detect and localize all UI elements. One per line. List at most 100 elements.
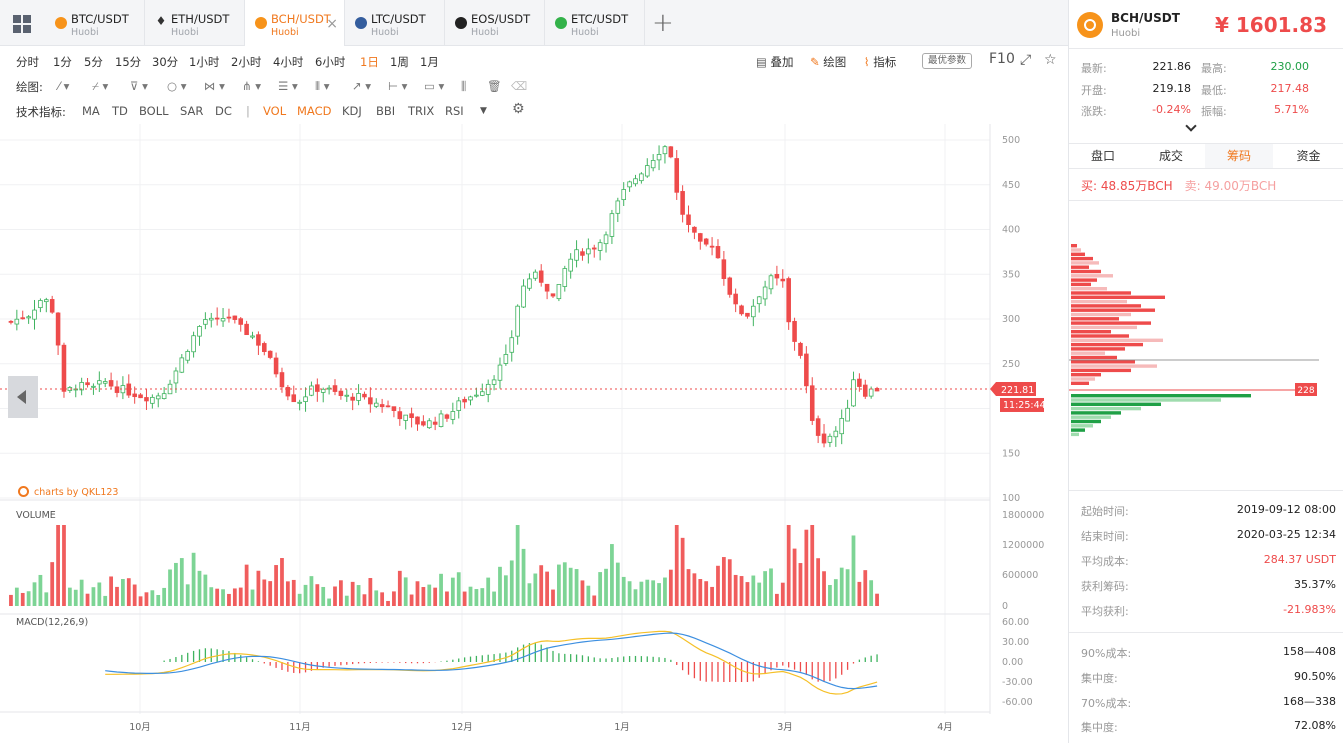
timeframe-item[interactable]: 2小时 <box>231 55 262 69</box>
trash-icon[interactable]: 🗑 <box>487 79 502 93</box>
indicator-sar[interactable]: SAR <box>180 104 204 118</box>
timeframe-item[interactable]: 1小时 <box>189 55 220 69</box>
eos-icon <box>455 17 467 29</box>
app-grid-icon[interactable] <box>13 15 31 33</box>
fullscreen-icon[interactable]: ⤢ <box>1020 52 1032 68</box>
overlay-button[interactable]: ▤ 叠加 <box>756 55 794 69</box>
candle-body <box>851 379 856 407</box>
macd-tick-label: -60.00 <box>1002 697 1033 708</box>
candle-body <box>450 411 456 420</box>
tab-btc-usdt[interactable]: BTC/USDT Huobi <box>45 0 145 46</box>
indicator-bbi[interactable]: BBI <box>376 104 396 118</box>
x-tick-label: 10月 <box>129 722 151 733</box>
indicator-td[interactable]: TD <box>112 104 128 118</box>
chevron-down-icon[interactable] <box>1185 120 1197 132</box>
volume-bar <box>20 592 25 606</box>
chip-bar-loss <box>1071 304 1141 308</box>
timeframe-item[interactable]: 15分 <box>115 55 142 69</box>
candle-body <box>568 258 573 272</box>
info-row: 获利筹码: 35.37% <box>1081 578 1336 598</box>
tab-ltc-usdt[interactable]: LTC/USDT Huobi <box>345 0 445 46</box>
measure-tool-icon[interactable]: ⊢ ▾ <box>388 79 408 93</box>
volume-tick-label: 1200000 <box>1002 540 1044 551</box>
kline-chart[interactable]: 500450400350300250200150100VOLUME1800000… <box>0 124 1068 743</box>
indicator-boll[interactable]: BOLL <box>139 104 169 118</box>
indicator-dc[interactable]: DC <box>215 104 232 118</box>
timeframe-item[interactable]: 分时 <box>16 55 39 69</box>
chevron-down-icon[interactable]: ▼ <box>480 106 487 116</box>
circle-tool-icon[interactable]: ○ ▾ <box>167 79 187 93</box>
gear-icon[interactable]: ⚙ <box>512 101 525 117</box>
fib-tool-icon[interactable]: ☰ ▾ <box>278 79 298 93</box>
tab-etc-usdt[interactable]: ETC/USDT Huobi <box>545 0 645 46</box>
tab-bch-usdt[interactable]: BCH/USDT Huobi × <box>245 0 345 46</box>
tab-chips[interactable]: 筹码 <box>1205 143 1273 169</box>
tab-eos-usdt[interactable]: EOS/USDT Huobi <box>445 0 545 46</box>
volume-tick-label: 0 <box>1002 601 1008 612</box>
pitchfork-tool-icon[interactable]: ⋔ ▾ <box>242 79 262 93</box>
ray-tool-icon[interactable]: ⌿ ▾ <box>92 79 109 93</box>
indicator-kdj[interactable]: KDJ <box>342 104 362 118</box>
optimal-params-button[interactable]: 最优参数 <box>922 53 973 69</box>
indicator-trix[interactable]: TRIX <box>408 104 435 118</box>
timeframe-item[interactable]: 30分 <box>152 55 179 69</box>
volume-bar <box>615 562 620 606</box>
tab-eth-usdt[interactable]: ♦ ETH/USDT Huobi <box>145 0 245 46</box>
volume-bar <box>598 572 603 606</box>
timeframe-item[interactable]: 1月 <box>420 55 439 69</box>
timeframe-item-active[interactable]: 1日 <box>360 55 379 69</box>
candle-body <box>150 396 155 404</box>
tab-orderbook[interactable]: 盘口 <box>1069 143 1137 169</box>
star-icon[interactable]: ☆ <box>1044 52 1057 68</box>
volume-tick-label: 600000 <box>1002 570 1038 581</box>
draw-button[interactable]: ✎ 绘图 <box>810 55 847 69</box>
pattern-tool-icon[interactable]: ⋈ ▾ <box>204 79 225 93</box>
volume-bar <box>557 564 561 606</box>
stats-tool-icon[interactable]: ⫼ <box>461 79 467 93</box>
timeframe-item[interactable]: 4小时 <box>273 55 304 69</box>
volume-bar <box>303 584 308 606</box>
indicators-button[interactable]: ⌇ 指标 <box>864 55 897 69</box>
timeframe-item[interactable]: 5分 <box>84 55 103 69</box>
volume-bar <box>221 589 225 606</box>
chip-bar-loss <box>1071 368 1131 373</box>
indicator-ma[interactable]: MA <box>82 104 100 118</box>
arrow-tool-icon[interactable]: ↗ ▾ <box>352 79 372 93</box>
candle-body <box>385 405 391 408</box>
price-tick-label: 250 <box>1002 359 1020 370</box>
candle-body <box>26 316 31 319</box>
candle-body <box>97 380 102 385</box>
macd-tick-label: 60.00 <box>1002 617 1029 628</box>
volume-bar <box>44 592 49 606</box>
note-tool-icon[interactable]: ▭ ▾ <box>424 79 445 93</box>
tab-funds[interactable]: 资金 <box>1273 143 1343 169</box>
close-tab-icon[interactable]: × <box>326 16 338 32</box>
info-key: 获利筹码: <box>1081 580 1129 593</box>
f10-button[interactable]: F10 <box>989 51 1015 67</box>
volume-bar <box>592 595 597 606</box>
candle-body <box>533 271 538 279</box>
candle-body <box>474 394 479 397</box>
chip-bar-loss <box>1071 334 1129 338</box>
channel-tool-icon[interactable]: ⊽ ▾ <box>130 79 148 93</box>
timeframe-item[interactable]: 6小时 <box>315 55 346 69</box>
ltc-icon <box>355 17 367 29</box>
gann-tool-icon[interactable]: ⦀ ▾ <box>315 79 330 93</box>
volume-bar <box>250 589 255 606</box>
indicator-vol[interactable]: VOL <box>263 104 287 118</box>
line-tool-icon[interactable]: ⁄ ▾ <box>58 79 70 93</box>
volume-bar <box>103 595 108 606</box>
chip-bar-loss <box>1071 256 1093 261</box>
tab-trades[interactable]: 成交 <box>1137 143 1205 169</box>
indicator-rsi[interactable]: RSI <box>445 104 464 118</box>
scroll-left-button[interactable] <box>8 376 38 418</box>
chip-bar-profit <box>1071 428 1085 432</box>
timeframe-item[interactable]: 1分 <box>53 55 72 69</box>
candle-body <box>468 396 473 401</box>
timeframe-item[interactable]: 1周 <box>390 55 409 69</box>
add-tab-icon[interactable]: + <box>652 8 674 38</box>
volume-bar <box>174 562 178 606</box>
eraser-icon[interactable]: ⌫ <box>511 79 528 93</box>
indicator-macd[interactable]: MACD <box>297 104 332 118</box>
candle-body <box>662 146 668 155</box>
